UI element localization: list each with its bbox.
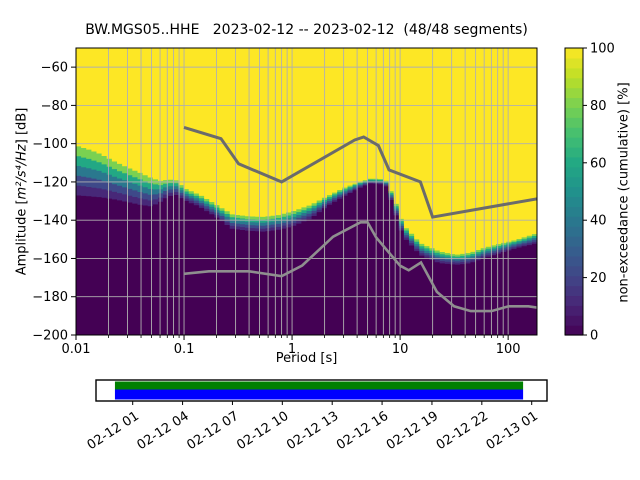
timeline-tick-label: 02-12 01 <box>85 409 142 453</box>
x-axis-tick-label: 0.01 <box>62 342 91 357</box>
x-axis-tick-label: 10 <box>392 342 409 357</box>
colorbar-step <box>565 67 583 79</box>
x-axis-tick-label: 0.1 <box>174 342 195 357</box>
y-axis-label-math: m²/s⁴/Hz <box>14 144 30 200</box>
y-axis-tick-label: −80 <box>41 99 68 114</box>
colorbar-step <box>565 186 583 198</box>
colorbar-step <box>565 127 583 138</box>
colorbar-step <box>565 245 583 257</box>
y-axis-tick-label: −120 <box>32 175 68 190</box>
colorbar-tick-label: 60 <box>590 156 607 171</box>
y-axis-label-prefix: Amplitude [ <box>14 199 30 276</box>
y-axis-tick-label: −160 <box>32 252 68 267</box>
y-axis-tick-label: −100 <box>32 137 68 152</box>
timeline-tick-label: 02-12 19 <box>384 409 441 453</box>
y-axis-label: Amplitude [m²/s⁴/Hz] [dB] <box>15 72 30 312</box>
colorbar-step <box>565 57 583 69</box>
heatmap-bands <box>76 48 537 335</box>
colorbar-step <box>565 325 583 336</box>
timeline-tick-label: 02-12 13 <box>284 409 341 453</box>
colorbar-border <box>564 47 584 336</box>
colorbar-step <box>565 315 583 326</box>
colorbar-layer: 0 20 40 60 80 100 <box>564 42 615 344</box>
colorbar-step <box>565 97 583 108</box>
colorbar-step <box>565 107 583 118</box>
x-axis-label: Period [s] <box>275 351 338 366</box>
timeline-coverage-bar-blue <box>114 389 524 400</box>
colorbar-tick-label: 100 <box>590 42 615 57</box>
timeline-tick-label: 02-12 16 <box>334 409 391 453</box>
nlnm-noise-model-line <box>183 221 537 313</box>
y-axis-label-suffix: ] [dB] <box>14 107 30 145</box>
timeline-tick-label: 02-13 01 <box>484 409 541 453</box>
colorbar-tick-label: 20 <box>590 271 607 286</box>
colorbar-label: non-exceedance (cumulative) [%] <box>616 82 632 303</box>
colorbar-step <box>565 265 583 277</box>
colorbar-step <box>565 305 583 316</box>
colorbar-step <box>565 255 583 267</box>
heatmap-layer <box>76 48 537 335</box>
y-axis-tick-label: −140 <box>32 214 68 229</box>
colorbar-step <box>565 196 583 207</box>
noise-model-layer <box>183 125 537 313</box>
colorbar-step <box>565 206 583 217</box>
y-axis-tick-label: −60 <box>41 61 68 76</box>
colorbar-tick-label: 0 <box>590 329 598 344</box>
colorbar-step <box>565 226 583 237</box>
colorbar-step <box>565 176 583 188</box>
y-axis-tick-label: −180 <box>32 290 68 305</box>
colorbar-step <box>565 146 583 158</box>
colorbar-tick-label: 80 <box>590 99 607 114</box>
colorbar-step <box>565 236 583 247</box>
timeline-tick-label: 02-12 22 <box>434 409 491 453</box>
x-axis-tick-label: 100 <box>496 342 521 357</box>
colorbar-step <box>565 275 583 287</box>
colorbar-step <box>565 77 583 89</box>
colorbar-step <box>565 48 583 59</box>
y-axis-tick-label: −200 <box>32 329 68 344</box>
colorbar-step <box>565 117 583 128</box>
colorbar-step <box>565 137 583 148</box>
timeline-tick-label: 02-12 04 <box>135 409 192 453</box>
timeline-tick-label: 02-12 10 <box>234 409 291 453</box>
colorbar-step <box>565 166 583 178</box>
colorbar-tick-label: 40 <box>590 214 607 229</box>
timeline-tick-label: 02-12 07 <box>184 409 241 453</box>
colorbar-step <box>565 295 583 306</box>
plot-border <box>75 47 538 336</box>
colorbar-step <box>565 285 583 297</box>
colorbar-step <box>565 156 583 168</box>
timeline-coverage-bar-green <box>114 381 524 390</box>
axes-frame-layer: 0.01 0.1 1 10 100 −60 −80 −100 −120 −140 −160 −180 −… <box>32 47 538 357</box>
colorbar-step <box>565 216 583 227</box>
colorbar-step <box>565 87 583 99</box>
x-axis-tick-label: 1 <box>288 342 296 357</box>
plot-title: BW.MGS05..HHE 2023-02-12 -- 2023-02-12 (… <box>85 22 528 38</box>
nhnm-noise-model-line <box>183 125 537 219</box>
